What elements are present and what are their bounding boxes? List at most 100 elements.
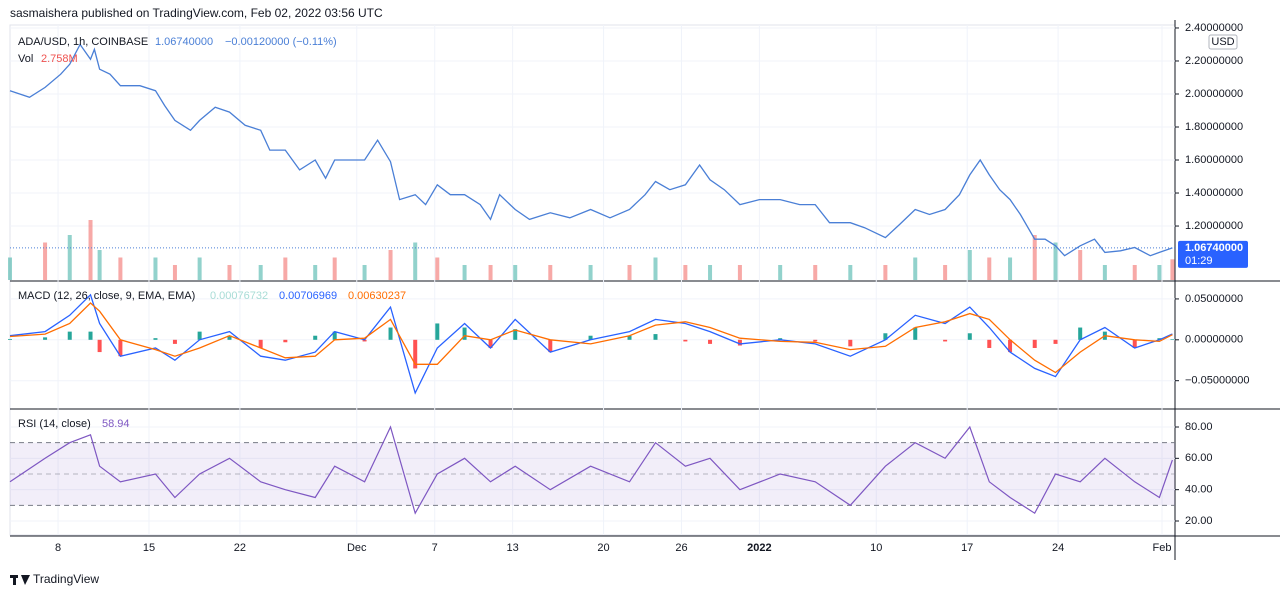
y-tick-label: 1.20000000 <box>1185 220 1243 232</box>
volume-bar <box>653 257 658 280</box>
macd-histogram-bar <box>283 339 288 343</box>
macd-histogram-bar <box>43 337 48 340</box>
volume-bar <box>362 265 367 280</box>
y-tick-label: 80.00 <box>1185 421 1213 433</box>
volume-bar <box>737 265 742 280</box>
x-tick-label: 8 <box>55 542 61 554</box>
x-tick-label: 24 <box>1052 542 1064 554</box>
macd-histogram-bar <box>227 335 232 340</box>
countdown: 01:29 <box>1185 255 1213 267</box>
rsi-value: 58.94 <box>102 418 130 430</box>
currency-box <box>1208 34 1238 50</box>
y-tick-label: 2.00000000 <box>1185 88 1243 100</box>
macd-histogram-bar <box>987 339 992 348</box>
volume-bar <box>813 265 818 280</box>
volume-bar <box>588 265 593 280</box>
volume-bar <box>1008 257 1013 280</box>
logo <box>10 575 30 585</box>
volume-name: Vol <box>18 53 33 65</box>
volume-bar <box>88 220 93 280</box>
volume-bar <box>778 265 783 280</box>
volume-bar <box>153 257 158 280</box>
macd-histogram-bar <box>627 335 632 340</box>
volume-bar <box>513 265 518 280</box>
macd-histogram-bar <box>708 339 713 344</box>
macd-histogram-bar <box>1132 339 1137 348</box>
macd-histogram-bar <box>1157 338 1162 340</box>
macd-histogram-bar <box>332 331 337 340</box>
macd-histogram-bar <box>1032 339 1037 348</box>
macd-histogram-bar <box>943 339 948 342</box>
macd-histogram-bar <box>388 327 393 340</box>
volume-bar <box>848 265 853 280</box>
last-price-box <box>1178 240 1248 268</box>
macd-histogram-bar <box>1078 327 1083 340</box>
volume-bar <box>413 242 418 280</box>
volume-bar <box>43 242 48 280</box>
macd-histogram-bar <box>172 339 177 344</box>
rsi-band <box>10 442 1175 506</box>
volume-bar <box>1078 250 1083 280</box>
y-tick-label: −0.05000000 <box>1185 375 1250 387</box>
volume-value: 2.758M <box>41 53 78 65</box>
volume-bar <box>967 250 972 280</box>
last-price-label: 1.06740000 <box>1185 242 1243 254</box>
volume-bar <box>118 257 123 280</box>
volume-bar <box>313 265 318 280</box>
macd-histogram-bar <box>462 327 467 340</box>
x-tick-label: 2022 <box>747 542 771 554</box>
macd-histogram-bar <box>737 339 742 346</box>
symbol: ADA/USD, 1h, COINBASE <box>18 36 148 48</box>
macd-histogram-bar <box>813 339 818 342</box>
y-tick-label: 40.00 <box>1185 484 1213 496</box>
volume-bar <box>388 250 393 280</box>
macd-histogram-value: 0.00076732 <box>210 290 268 302</box>
y-tick-label: 1.80000000 <box>1185 121 1243 133</box>
macd-value: 0.00706969 <box>279 290 337 302</box>
volume-bar <box>1132 265 1137 280</box>
price-line <box>9 43 1173 257</box>
x-tick-label: 10 <box>870 542 882 554</box>
macd-histogram-bar <box>413 339 418 369</box>
macd-histogram-bar <box>1170 339 1175 340</box>
macd-histogram-bar <box>435 323 440 340</box>
footer: TradingView <box>33 572 99 586</box>
volume-bar <box>883 265 888 280</box>
x-tick-label: 26 <box>675 542 687 554</box>
macd-histogram-bar <box>118 339 123 357</box>
macd-name: MACD (12, 26, close, 9, EMA, EMA) <box>18 290 195 302</box>
macd-histogram-bar <box>97 339 102 353</box>
macd-histogram-bar <box>488 339 493 348</box>
y-tick-label: 20.00 <box>1185 515 1213 527</box>
y-tick-label: 1.60000000 <box>1185 154 1243 166</box>
macd-histogram-bar <box>653 334 658 340</box>
macd-histogram-bar <box>313 335 318 340</box>
volume-bar <box>227 265 232 280</box>
volume-bar <box>283 257 288 280</box>
volume-bar <box>258 265 263 280</box>
macd-histogram-bar <box>197 331 202 340</box>
macd-histogram-bar <box>883 333 888 340</box>
legend-price: 1.06740000 <box>155 36 213 48</box>
x-tick-label: Feb <box>1153 542 1172 554</box>
volume-bar <box>708 265 713 280</box>
y-tick-label: 2.40000000 <box>1185 22 1243 34</box>
rsi-line <box>9 425 1173 515</box>
volume-bar <box>548 265 553 280</box>
macd-histogram-bar <box>588 335 593 340</box>
y-tick-label: 1.40000000 <box>1185 187 1243 199</box>
volume-bar <box>683 265 688 280</box>
volume-bar <box>1170 259 1175 280</box>
header: sasmaishera published on TradingView.com… <box>10 6 383 20</box>
macd-histogram-bar <box>153 338 158 340</box>
macd-line <box>9 302 1173 374</box>
volume-bar <box>987 257 992 280</box>
x-tick-label: 13 <box>507 542 519 554</box>
legend-change: −0.00120000 (−0.11%) <box>225 36 337 48</box>
macd-histogram-bar <box>88 331 93 340</box>
macd-histogram-bar <box>548 339 553 353</box>
x-tick-label: 15 <box>143 542 155 554</box>
macd-histogram-bar <box>967 333 972 340</box>
